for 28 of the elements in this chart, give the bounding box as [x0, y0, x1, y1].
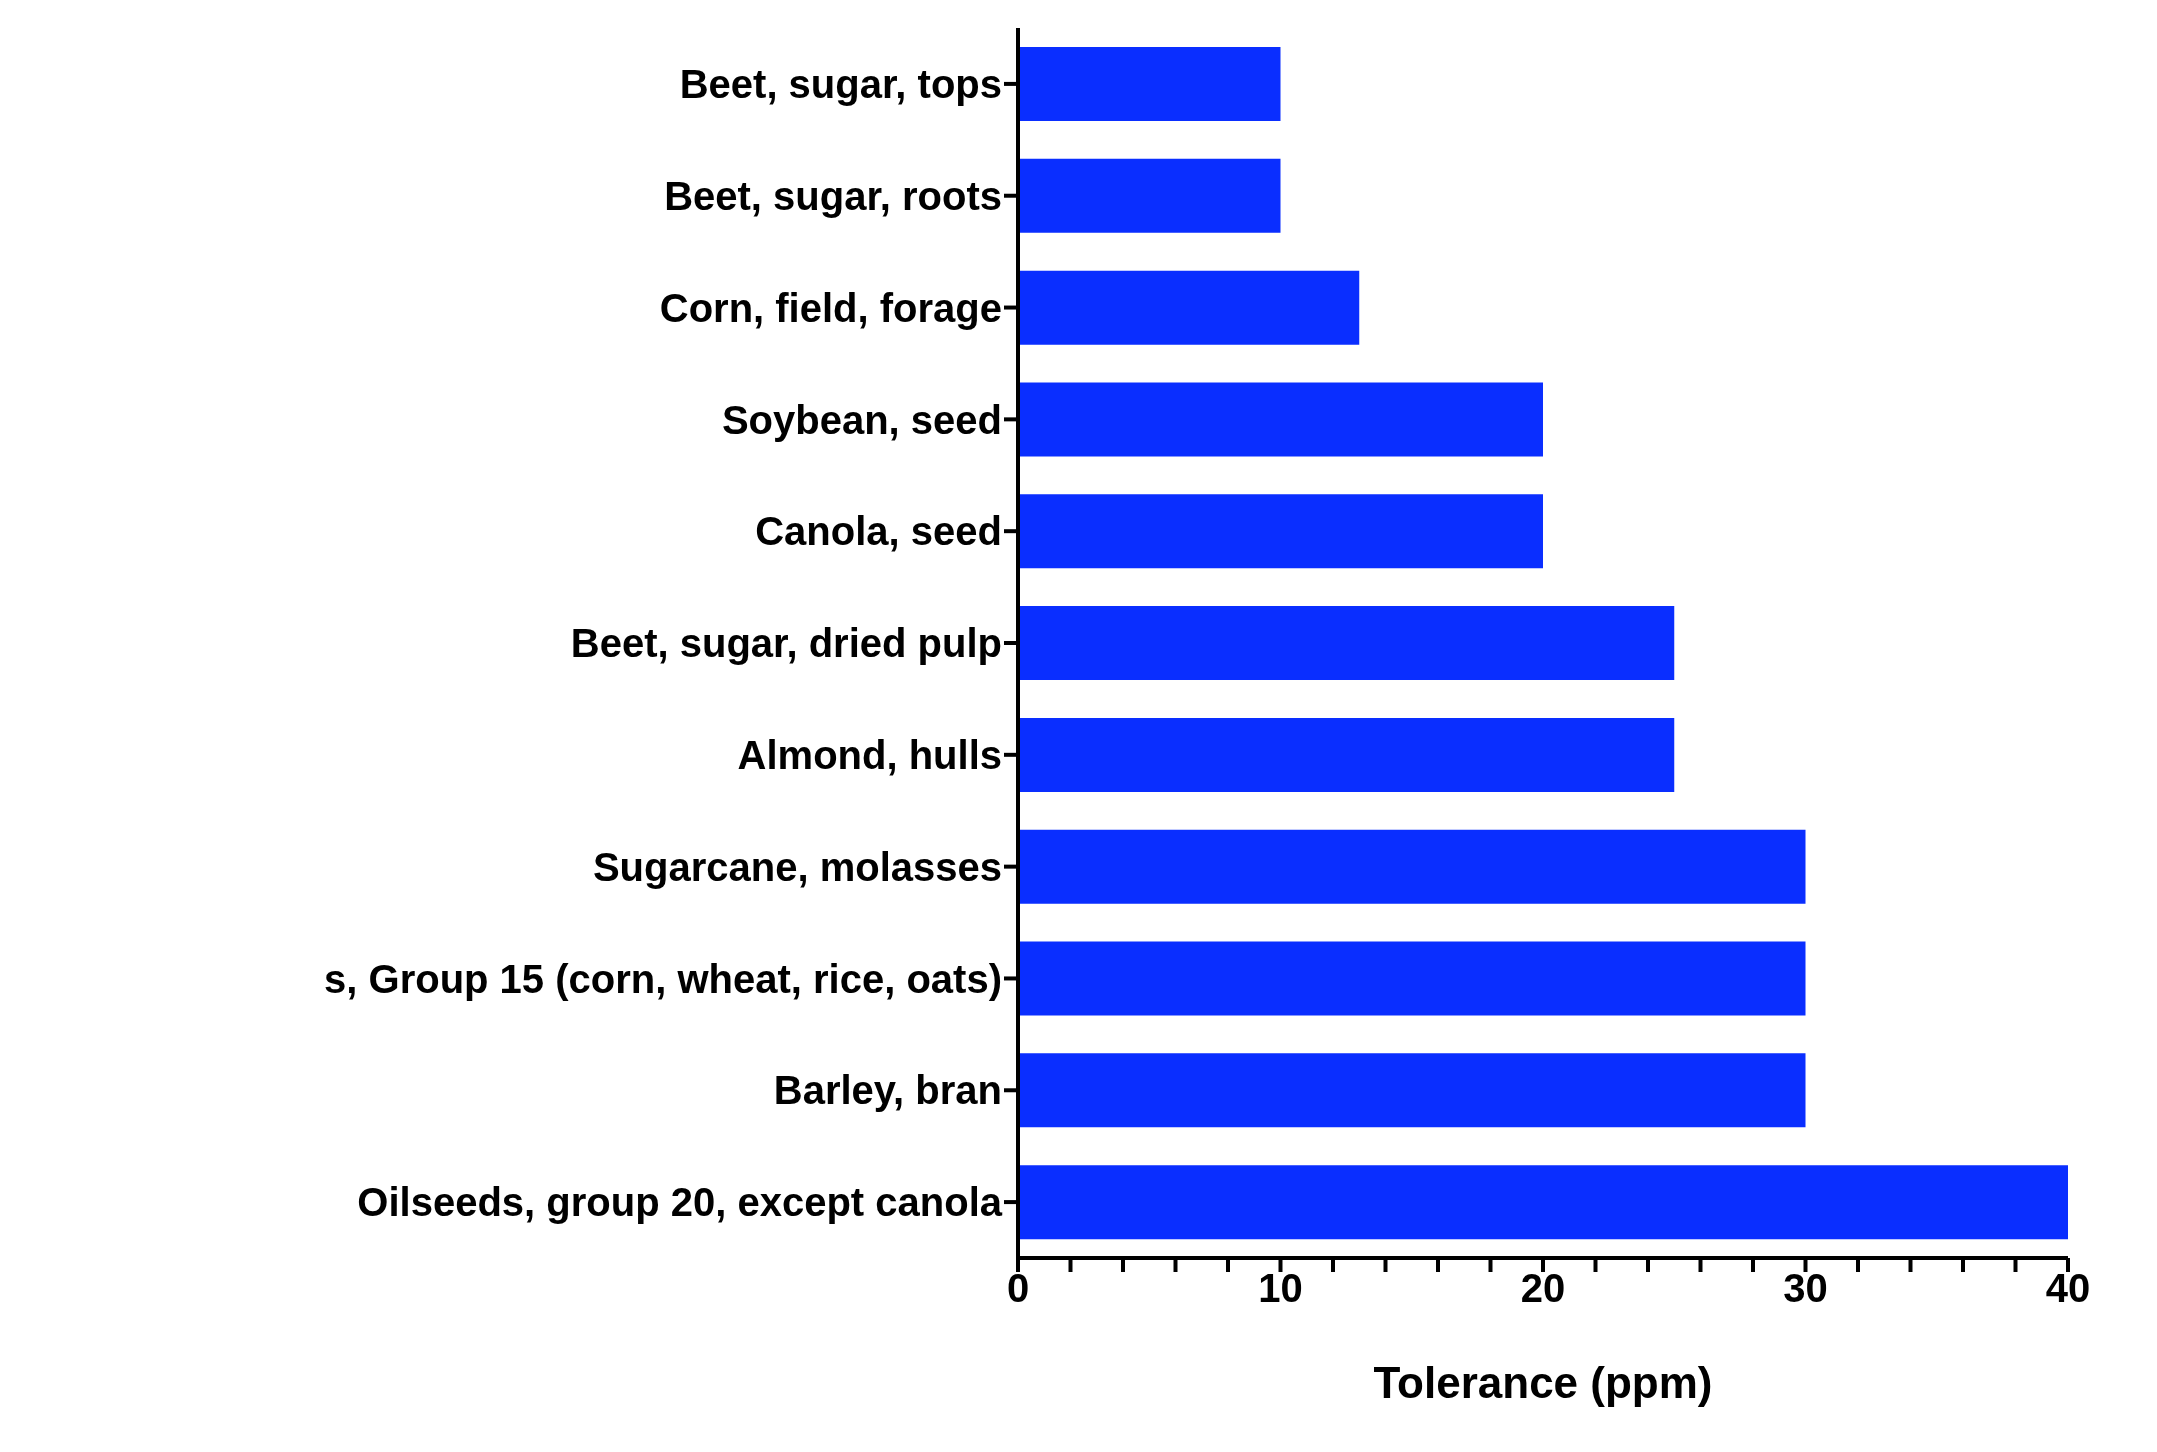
bar	[1018, 158, 1281, 233]
bar	[1018, 829, 1806, 904]
y-tick-label: Beet, sugar, tops	[679, 62, 1002, 107]
y-tick-label: Oilseeds, group 20, except canola	[357, 1180, 1003, 1225]
x-tick-label: 0	[1006, 1266, 1030, 1311]
x-tick-label: 10	[1258, 1266, 1303, 1311]
bar	[1018, 606, 1675, 681]
bar	[1018, 1053, 1806, 1128]
y-tick-label: Beet, sugar, roots	[664, 173, 1002, 218]
bar	[1018, 382, 1543, 457]
x-tick-label: 40	[2045, 1266, 2091, 1311]
y-tick-label: Soybean, seed	[721, 397, 1002, 442]
x-tick-label: 30	[1783, 1266, 1828, 1311]
y-tick-label: Corn, field, forage	[659, 285, 1002, 330]
y-tick-label: Canola, seed	[755, 509, 1002, 554]
bar	[1018, 47, 1281, 122]
y-tick-label: s, Group 15 (corn, wheat, rice, oats)	[324, 956, 1002, 1001]
bar	[1018, 270, 1360, 345]
y-tick-label: Beet, sugar, dried pulp	[570, 621, 1002, 666]
bar	[1018, 941, 1806, 1016]
y-tick-label: Almond, hulls	[737, 733, 1002, 778]
x-axis-title: Tolerance (ppm)	[1373, 1358, 1713, 1407]
bar	[1018, 494, 1543, 569]
x-tick-label: 20	[1520, 1266, 1566, 1311]
y-tick-label: Barley, bran	[773, 1068, 1002, 1113]
y-tick-label: Sugarcane, molasses	[592, 844, 1002, 889]
bar	[1018, 1165, 2068, 1240]
bar	[1018, 717, 1675, 792]
